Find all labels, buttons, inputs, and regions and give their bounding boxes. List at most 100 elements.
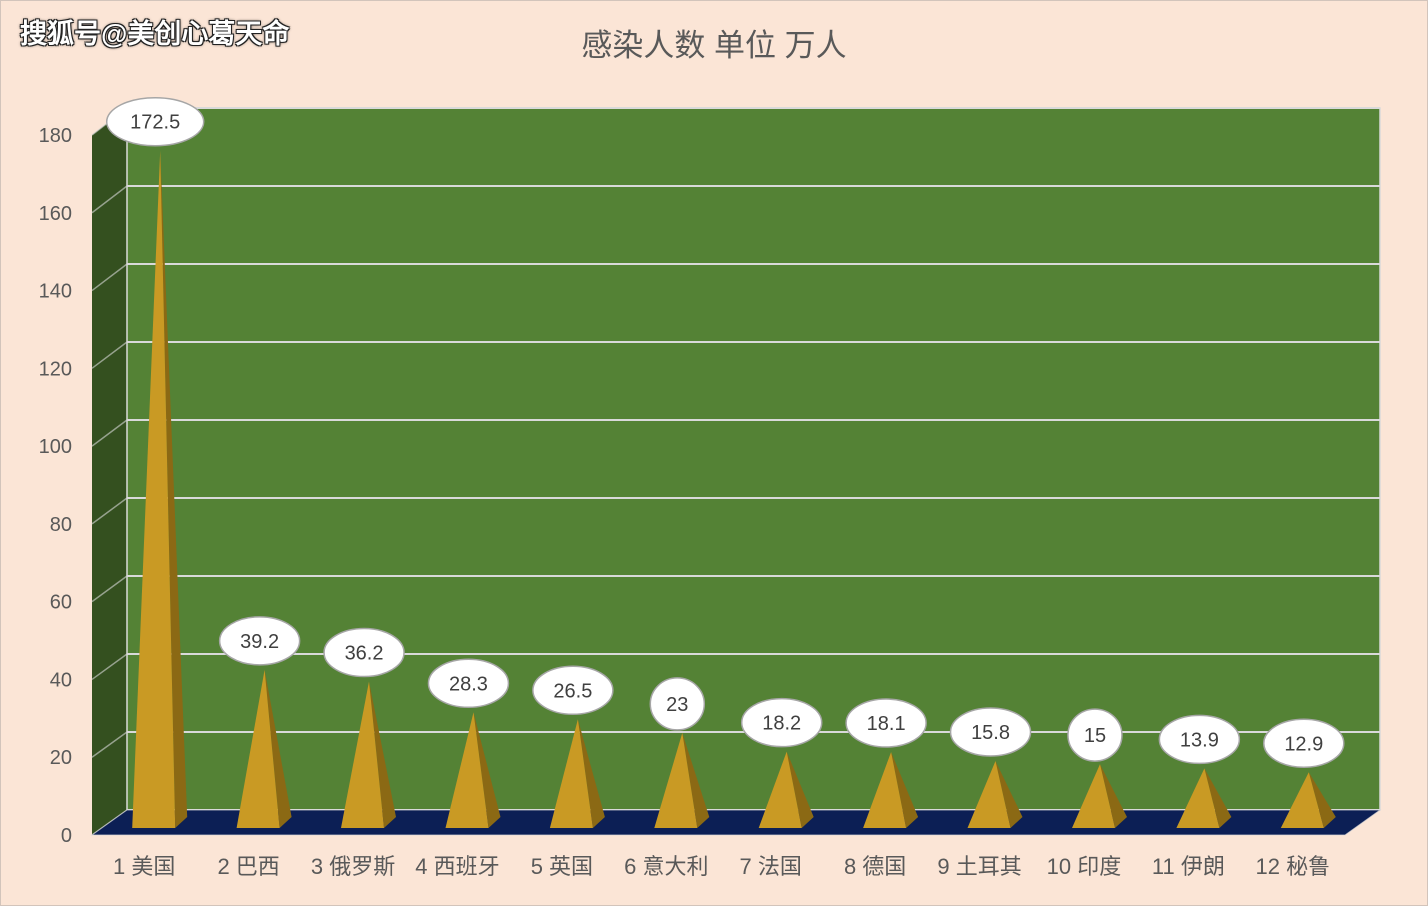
data-label-bubble [105,96,205,147]
data-label: 12.9 [1284,733,1323,755]
data-label-group: 13.9 [1158,714,1241,765]
data-label-bubble [1067,708,1123,762]
side-gridline [91,419,128,447]
pyramid-side-face [1100,764,1127,828]
x-tick-label: 6 意大利 [624,854,708,879]
pyramid-front-face [1280,772,1324,828]
data-label-group: 172.5 [105,96,205,147]
pyramid-front-face [758,751,802,828]
y-tick-label: 80 [50,514,72,536]
pyramid-front-face [863,752,907,828]
side-gridline [91,497,128,525]
y-tick-label: 20 [50,747,72,769]
data-label-bubble [845,698,927,748]
side-gridline [91,263,128,292]
data-label: 36.2 [345,643,384,665]
pyramid-side-face [473,712,501,828]
data-label-bubble [1263,718,1345,769]
side-gridline [91,731,128,758]
pyramid-bar [236,669,292,828]
y-tick-label: 40 [50,669,72,691]
x-tick-label: 9 土耳其 [937,854,1021,879]
pyramid-bar [1176,768,1232,828]
y-tick-label: 160 [39,203,72,225]
x-tick-label: 3 俄罗斯 [311,854,395,879]
pyramid-bar [654,732,710,828]
x-tick-label: 10 印度 [1047,854,1122,879]
data-label: 28.3 [449,673,488,695]
pyramid-front-face [654,732,698,828]
pyramid-bar [132,150,188,828]
data-label-group: 36.2 [323,627,405,678]
chart-title: 感染人数 单位 万人 [581,28,847,63]
pyramid-side-face [1308,772,1336,828]
data-label-bubble [1158,714,1241,765]
data-label-group: 18.1 [845,698,927,748]
data-label-group: 18.2 [740,697,823,748]
data-label-bubble [427,658,510,709]
pyramid-front-face [236,669,280,828]
x-tick-label: 8 德国 [844,854,906,879]
data-label: 15.8 [971,722,1010,744]
side-gridline [91,185,128,214]
y-tick-label: 180 [39,125,72,147]
data-label: 26.5 [553,680,592,702]
back-wall [126,107,1381,811]
y-tick-label: 140 [39,281,72,303]
y-tick-label: 100 [39,436,72,458]
pyramid-side-face [369,681,396,828]
data-label-bubble [532,665,614,716]
x-tick-label: 7 法国 [740,854,802,879]
pyramid-front-face [1176,768,1220,828]
pyramid-front-face [549,719,593,828]
pyramid-bar [758,751,814,828]
pyramid-side-face [264,669,292,828]
pyramid-bar [341,681,396,828]
pyramid-bar [863,752,919,828]
pyramid-front-face [132,150,176,828]
data-label-group: 28.3 [427,658,510,709]
x-tick-label: 12 秘鲁 [1255,854,1330,879]
data-label: 18.2 [762,713,801,735]
data-label: 15 [1084,725,1106,747]
data-label: 13.9 [1180,729,1219,751]
pyramid-bar [445,712,501,828]
x-tick-label: 11 伊朗 [1152,854,1225,879]
pyramid-side-face [577,719,605,828]
data-label: 18.1 [867,713,906,735]
data-label: 172.5 [130,112,180,134]
data-label-bubble [949,707,1032,757]
x-tick-label: 2 巴西 [217,854,279,879]
data-label-group: 23 [649,677,706,731]
data-label-group: 12.9 [1263,718,1345,769]
data-label-group: 15.8 [949,707,1032,757]
x-tick-label: 5 英国 [531,854,593,879]
data-label-bubble [740,697,823,748]
pyramid-side-face [786,751,814,828]
pyramid-bar [1280,772,1336,828]
y-tick-label: 0 [61,825,72,847]
pyramid-side-face [995,761,1023,828]
pyramid-side-face [891,752,919,828]
data-label: 39.2 [240,631,279,653]
pyramid-front-face [1072,764,1115,828]
pyramid-front-face [341,681,384,828]
data-label: 23 [666,694,688,716]
data-label-group: 39.2 [218,616,301,666]
y-tick-label: 120 [39,358,72,380]
pyramid-bar [1072,764,1127,828]
pyramid-side-face [682,732,710,828]
floor [90,809,1382,836]
pyramid-side-face [1204,768,1232,828]
pyramid-side-face [160,150,188,828]
data-label-bubble [323,627,405,678]
watermark: 搜狐号@美创心葛天命 [20,19,290,49]
side-wall [92,108,127,835]
pyramid-bar [549,719,605,828]
data-label-group: 15 [1067,708,1123,762]
side-gridline [91,575,128,603]
x-tick-label: 4 西班牙 [415,854,499,879]
data-label-group: 26.5 [532,665,614,716]
